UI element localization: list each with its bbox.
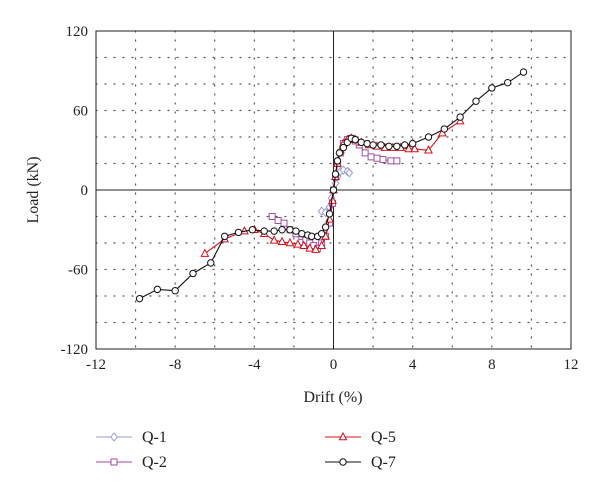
data-point-q-5 (200, 248, 210, 257)
data-point-q-7 (331, 170, 340, 178)
legend-marker-q-5 (338, 431, 348, 441)
y-tick-label: 60 (73, 104, 88, 120)
data-point-q-5 (285, 237, 295, 247)
data-point-q-7 (260, 227, 268, 235)
data-point-q-7 (503, 78, 512, 87)
data-point-q-5 (311, 244, 321, 253)
data-point-q-7 (385, 142, 393, 150)
x-tick-label: 4 (409, 357, 417, 373)
legend-marker-q-2 (110, 458, 118, 466)
data-point-q-7 (189, 269, 197, 278)
data-point-q-7 (220, 232, 229, 241)
data-point-q-5 (317, 240, 327, 249)
data-point-q-5 (328, 195, 337, 204)
data-point-q-7 (135, 294, 144, 303)
x-tick-label: 0 (330, 357, 338, 373)
y-tick-label: 120 (66, 24, 89, 40)
data-point-q-2 (268, 213, 276, 220)
legend-item-q-7: Q-7 (325, 454, 396, 471)
series-line-q-7 (139, 71, 524, 300)
legend-item-q-5: Q-5 (325, 429, 396, 446)
data-point-q-7 (377, 141, 385, 149)
data-point-q-2 (387, 157, 395, 165)
data-point-q-2 (274, 216, 282, 224)
data-point-q-2 (379, 156, 387, 164)
legend-marker-q-7 (339, 458, 347, 466)
data-point-q-7 (298, 230, 306, 238)
x-tick-label: 12 (564, 357, 579, 373)
data-point-q-7 (292, 227, 300, 235)
series-q-7 (135, 68, 528, 303)
legend-item-q-2: Q-2 (96, 454, 167, 471)
legend-label-q-2: Q-2 (142, 454, 167, 471)
data-point-q-7 (248, 226, 257, 234)
data-point-q-1 (345, 167, 354, 178)
data-point-q-5 (305, 243, 315, 252)
data-point-q-7 (234, 228, 243, 237)
x-tick-label: -12 (86, 357, 106, 373)
data-point-q-7 (335, 149, 344, 157)
data-point-q-7 (325, 210, 334, 218)
data-point-q-5 (424, 145, 433, 154)
data-point-q-5 (293, 239, 303, 248)
y-tick-label: -60 (68, 263, 88, 279)
x-tick-label: 8 (488, 357, 496, 373)
data-point-q-7 (488, 84, 496, 92)
data-point-q-7 (401, 141, 409, 149)
data-point-q-7 (317, 230, 326, 238)
data-point-q-2 (367, 153, 375, 161)
data-point-q-2 (280, 219, 288, 227)
legend-marker-q-1 (110, 432, 118, 442)
data-point-q-5 (410, 143, 420, 153)
data-point-q-7 (321, 223, 330, 231)
data-point-q-7 (333, 157, 342, 165)
y-tick-label: 0 (81, 183, 89, 199)
data-point-q-7 (440, 125, 449, 133)
data-point-q-2 (393, 157, 401, 165)
legend-label-q-7: Q-7 (371, 454, 396, 471)
legend-item-q-1: Q-1 (96, 429, 167, 446)
data-point-q-7 (339, 143, 348, 152)
data-point-q-7 (393, 142, 401, 150)
data-point-q-7 (171, 287, 179, 295)
x-tick-label: -8 (169, 357, 182, 373)
data-point-q-2 (373, 154, 381, 162)
data-point-q-7 (456, 113, 464, 121)
data-point-q-7 (270, 227, 278, 235)
data-point-q-5 (277, 236, 287, 245)
data-point-q-5 (269, 235, 279, 244)
data-point-q-7 (207, 259, 215, 267)
data-point-q-7 (351, 135, 359, 144)
data-point-q-7 (408, 139, 417, 148)
legend-label-q-1: Q-1 (142, 429, 167, 446)
data-point-q-7 (357, 138, 365, 147)
data-point-q-5 (299, 240, 309, 249)
series-layer (135, 68, 528, 303)
data-point-q-2 (361, 149, 369, 157)
data-point-q-7 (424, 133, 433, 141)
data-point-q-7 (472, 97, 480, 105)
data-point-q-7 (369, 141, 377, 149)
legend: Q-1 Q-2 Q-5 Q-7 (96, 429, 396, 471)
data-point-q-7 (329, 186, 338, 194)
data-point-q-7 (278, 226, 286, 234)
data-point-q-7 (519, 68, 528, 76)
y-axis-title: Load (kN) (25, 156, 42, 223)
data-point-q-7 (286, 226, 294, 234)
y-tick-label: -120 (61, 342, 89, 358)
ticks-layer: -12 -8 -4 0 4 8 12 -120 -60 0 60 120 (61, 24, 579, 373)
data-point-q-7 (153, 285, 162, 294)
x-tick-label: -4 (248, 357, 261, 373)
legend-label-q-5: Q-5 (371, 429, 396, 446)
data-point-q-5 (404, 143, 414, 153)
grid-layer (95, 30, 572, 350)
data-point-q-7 (363, 139, 371, 148)
x-axis-title: Drift (%) (303, 389, 362, 406)
